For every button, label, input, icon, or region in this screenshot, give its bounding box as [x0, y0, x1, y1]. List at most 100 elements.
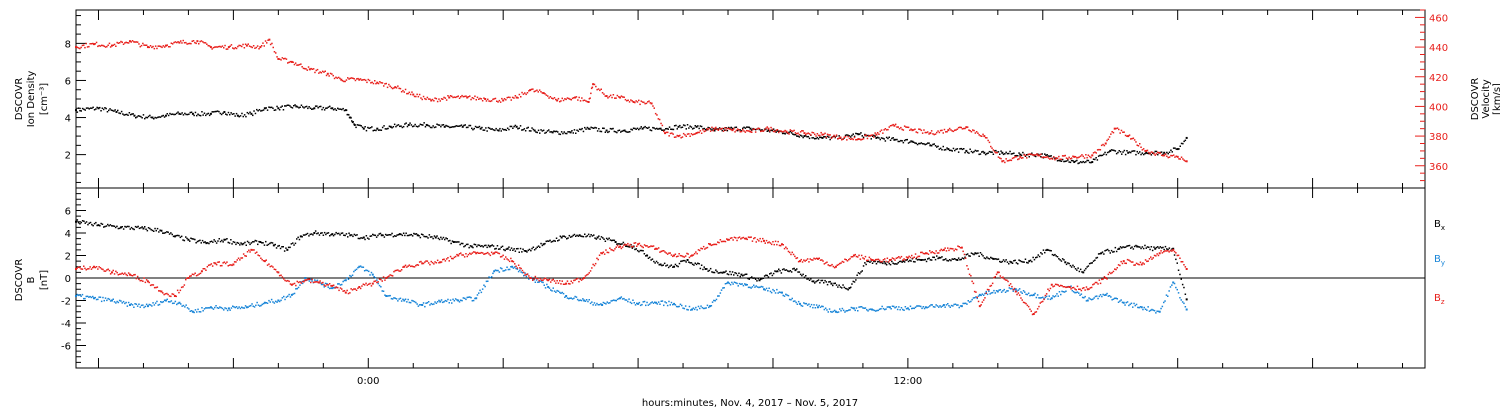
- trace-dot: [1183, 302, 1185, 305]
- trace-dot: [726, 238, 728, 240]
- trace-dot: [1184, 160, 1187, 162]
- trace-dot: [812, 132, 815, 134]
- trace-dot: [206, 43, 208, 45]
- trace-dot: [628, 101, 631, 103]
- trace-dot: [894, 123, 897, 126]
- trace-dot: [1077, 267, 1079, 269]
- trace-dot: [756, 286, 759, 288]
- trace-dot: [586, 100, 588, 103]
- trace-dot: [495, 127, 497, 130]
- trace-dot: [1035, 311, 1038, 313]
- trace-dot: [1083, 161, 1086, 164]
- trace-dot: [1089, 298, 1092, 300]
- trace-dot: [650, 259, 652, 261]
- trace-dot: [677, 265, 679, 268]
- trace-dot: [979, 252, 982, 254]
- trace-dot: [109, 300, 112, 302]
- trace-dot: [1059, 160, 1061, 162]
- trace-dot: [606, 301, 608, 303]
- trace-dot: [1044, 296, 1047, 299]
- trace-dot: [92, 295, 94, 298]
- trace-dot: [916, 259, 919, 261]
- trace-dot: [609, 94, 612, 97]
- data-point-By: [344, 279, 347, 282]
- trace-dot: [873, 136, 875, 138]
- trace-dot: [717, 129, 720, 131]
- trace-dot: [184, 306, 186, 308]
- trace-dot: [947, 260, 950, 262]
- trace-dot: [706, 246, 709, 249]
- trace-dot: [241, 112, 243, 115]
- data-point-Bz: [601, 252, 604, 255]
- trace-dot: [747, 126, 749, 128]
- trace-dot: [753, 128, 756, 130]
- trace-dot: [411, 265, 413, 267]
- trace-dot: [552, 278, 554, 281]
- data-point-Bz: [511, 260, 514, 263]
- trace-dot: [558, 133, 560, 135]
- trace-dot: [497, 252, 499, 254]
- trace-dot: [596, 130, 599, 132]
- data-point-Bx: [488, 245, 491, 248]
- trace-dot: [906, 138, 908, 141]
- trace-dot: [174, 113, 177, 116]
- trace-dot: [1096, 149, 1099, 151]
- trace-dot: [276, 301, 278, 303]
- trace-dot: [1099, 282, 1102, 285]
- trace-dot: [350, 288, 352, 290]
- trace-dot: [1040, 301, 1043, 303]
- trace-dot: [864, 255, 867, 258]
- trace-dot: [635, 100, 637, 102]
- trace-dot: [990, 284, 993, 287]
- trace-dot: [571, 282, 574, 284]
- trace-dot: [97, 45, 99, 48]
- data-point-Bx: [223, 238, 226, 241]
- trace-dot: [1010, 159, 1013, 162]
- trace-dot: [1175, 286, 1177, 289]
- trace-dot: [856, 274, 858, 276]
- trace-dot: [1124, 134, 1127, 137]
- trace-dot: [1177, 254, 1180, 257]
- trace-dot: [1176, 254, 1178, 257]
- trace-dot: [591, 267, 593, 269]
- trace-dot: [108, 225, 110, 227]
- trace-dot: [962, 302, 964, 305]
- trace-dot: [574, 295, 576, 298]
- trace-dot: [569, 236, 572, 238]
- trace-dot: [717, 128, 720, 130]
- trace-dot: [1128, 151, 1131, 153]
- trace-dot: [491, 128, 493, 130]
- trace-dot: [824, 136, 826, 138]
- trace-dot: [1085, 161, 1087, 163]
- trace-dot: [970, 150, 973, 153]
- trace-dot: [1150, 151, 1153, 153]
- trace-dot: [154, 116, 156, 119]
- trace-dot: [397, 300, 399, 302]
- trace-dot: [135, 41, 138, 43]
- trace-dot: [804, 260, 806, 262]
- trace-dot: [916, 256, 918, 259]
- trace-dot: [566, 97, 569, 99]
- trace-dot: [320, 72, 323, 74]
- trace-dot: [287, 295, 289, 297]
- trace-dot: [922, 306, 925, 308]
- trace-dot: [833, 135, 835, 137]
- data-point-Bz: [385, 277, 388, 279]
- trace-dot: [327, 232, 330, 234]
- y-tick-label: -4: [61, 319, 71, 330]
- trace-dot: [217, 45, 220, 48]
- trace-dot: [1041, 153, 1043, 155]
- trace-dot: [357, 237, 360, 240]
- trace-dot: [348, 114, 350, 116]
- trace-dot: [319, 71, 321, 73]
- trace-dot: [817, 279, 820, 281]
- trace-dot: [92, 42, 94, 45]
- trace-dot: [338, 108, 340, 110]
- trace-dot: [881, 305, 883, 308]
- trace-dot: [653, 107, 655, 109]
- trace-dot: [1094, 295, 1097, 298]
- trace-dot: [406, 266, 408, 268]
- trace-dot: [1013, 260, 1015, 262]
- trace-dot: [393, 235, 396, 237]
- trace-dot: [156, 300, 158, 303]
